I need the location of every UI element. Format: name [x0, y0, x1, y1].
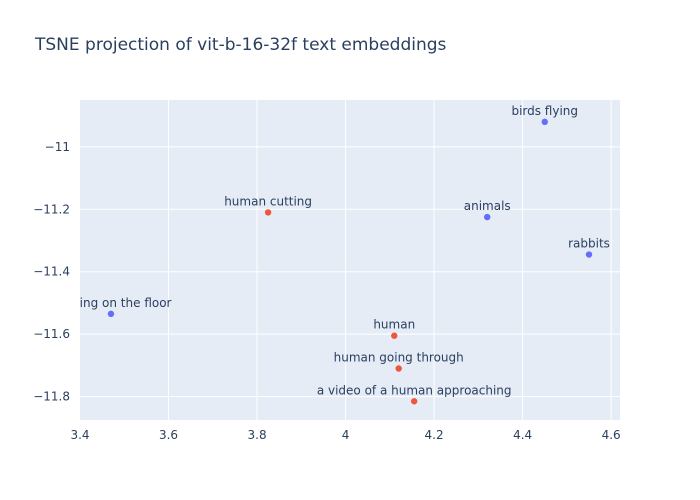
- x-tick-label: 4: [342, 428, 350, 442]
- data-point-label: human going through: [334, 350, 464, 364]
- data-point-label: human: [373, 318, 415, 332]
- plot-content: birds flying animals rabbits g laying on th…: [50, 104, 610, 405]
- data-point[interactable]: [585, 251, 593, 258]
- grid-lines: [80, 100, 620, 420]
- data-point-label: g laying on the floor: [50, 296, 171, 310]
- plot-area: [80, 100, 620, 420]
- x-tick-label: 3.4: [70, 428, 89, 442]
- data-point[interactable]: [395, 365, 402, 372]
- y-tick-label: −11.6: [33, 327, 70, 341]
- x-tick-label: 3.6: [159, 428, 178, 442]
- data-point[interactable]: [541, 118, 548, 126]
- data-point[interactable]: [391, 332, 398, 339]
- y-tick-label: −11.4: [33, 265, 70, 279]
- data-point-label: rabbits: [568, 237, 610, 251]
- data-point-label: birds flying: [511, 104, 578, 118]
- y-tick-label: −11: [45, 140, 70, 154]
- x-tick-label: 4.2: [425, 428, 444, 442]
- chart-title: TSNE projection of vit-b-16-32f text emb…: [34, 35, 447, 55]
- data-point[interactable]: [410, 398, 418, 405]
- data-point-label: human cutting: [224, 194, 312, 208]
- data-point[interactable]: [484, 213, 491, 221]
- data-points: birds flying animals rabbits g laying on th…: [50, 104, 610, 405]
- y-tick-label: −11.2: [33, 202, 70, 216]
- data-point[interactable]: [264, 209, 272, 216]
- x-tick-label: 3.8: [248, 428, 267, 442]
- data-point-label: a video of a human approaching: [317, 383, 512, 397]
- axis-ticks: 3.4 3.6 3.8 4 4.2 4.4 4.6 −11 −11.2 −11.4 −11.6 −11…: [33, 140, 620, 442]
- y-tick-label: −11.8: [33, 390, 70, 404]
- x-tick-label: 4.6: [602, 428, 621, 442]
- data-point[interactable]: [107, 310, 115, 318]
- data-point-label: animals: [464, 199, 511, 213]
- x-tick-label: 4.4: [513, 428, 532, 442]
